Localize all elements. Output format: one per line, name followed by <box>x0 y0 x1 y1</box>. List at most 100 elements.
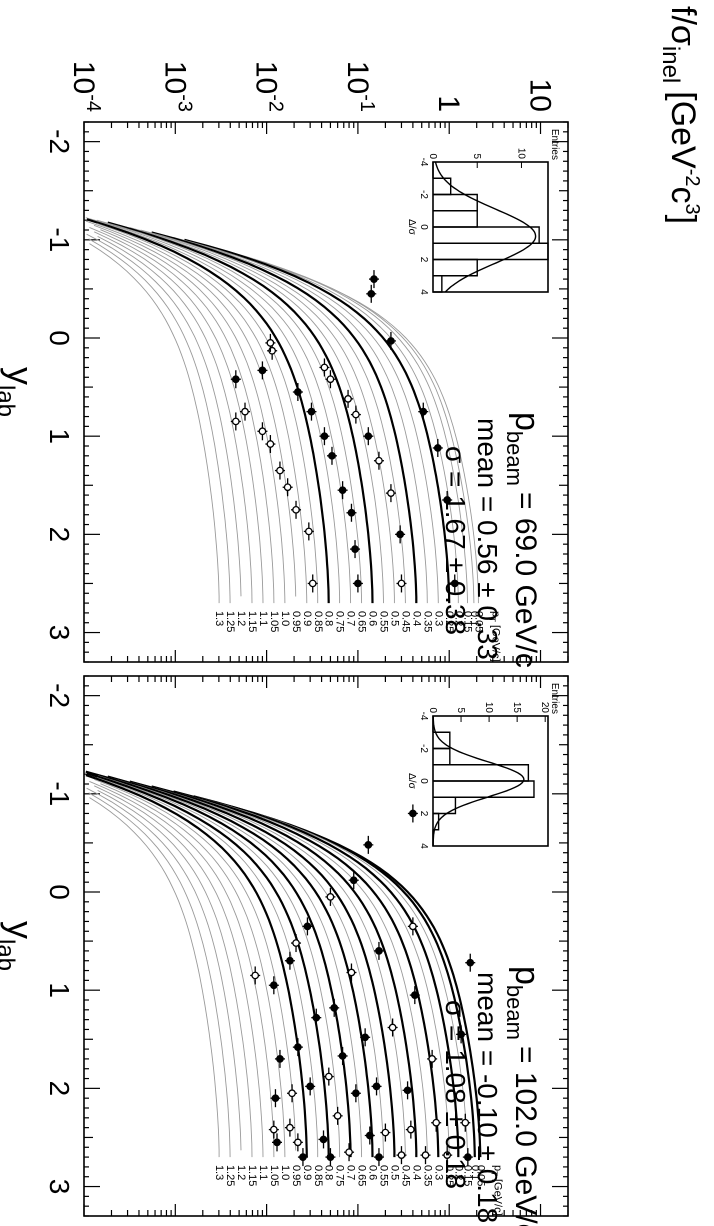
data-point-open <box>428 1055 436 1063</box>
data-point <box>273 1138 281 1147</box>
pt-label: 0.2 <box>452 1165 464 1180</box>
data-point <box>457 1030 465 1039</box>
inset-x-tick-label: 4 <box>418 843 429 849</box>
data-point <box>294 388 302 396</box>
model-curve <box>100 229 286 604</box>
data-point-open <box>241 407 249 416</box>
model-curve <box>94 231 264 604</box>
y-tick-base: 10 <box>250 61 283 94</box>
model-curve <box>96 223 319 604</box>
beam-value: = 69.0 GeV/c <box>509 492 542 668</box>
model-curve <box>129 227 395 604</box>
data-point <box>387 337 395 345</box>
y-tick-exponent: -2 <box>265 94 287 112</box>
data-point-open <box>320 363 329 372</box>
data-point <box>303 922 312 931</box>
data-point-open <box>406 1125 415 1134</box>
pt-label: 1.05 <box>268 1165 280 1186</box>
model-curve <box>86 233 242 597</box>
data-point-open <box>409 922 417 931</box>
x-axis-title-main: y <box>0 367 41 385</box>
x-tick-label: 1 <box>44 428 75 444</box>
data-point <box>375 1153 383 1161</box>
x-axis-title: ylab <box>0 921 41 971</box>
y-tick-label: 10-1 <box>341 61 378 112</box>
pt-label: 0.75 <box>334 1165 346 1186</box>
model-curve <box>96 777 319 1158</box>
data-point-open <box>266 339 275 347</box>
sigma-label: σ = 1.67 ± 0.38 <box>440 446 471 635</box>
pt-label: 0.85 <box>312 1165 324 1186</box>
x-tick-label: -2 <box>44 129 75 154</box>
data-point <box>328 451 336 460</box>
data-point-open <box>266 440 275 448</box>
data-point <box>450 579 459 588</box>
pt-label: 0.95 <box>290 1165 302 1186</box>
model-curve <box>89 226 275 604</box>
pt-label: 1.25 <box>224 611 236 632</box>
pt-label: 0.3 <box>432 1165 444 1180</box>
data-point <box>258 366 267 375</box>
data-point-open <box>352 410 360 419</box>
pt-label: 1.0 <box>279 1165 291 1180</box>
model-curve <box>140 783 406 1158</box>
model-curve <box>97 236 253 604</box>
model-curve-bold <box>184 238 451 604</box>
beam-symbol: p <box>508 966 546 985</box>
model-curve-bold <box>86 772 330 1158</box>
inset-y-tick-label: 5 <box>455 707 466 713</box>
data-point-open <box>304 527 313 536</box>
pt-label: 1.2 <box>235 611 247 626</box>
data-point <box>466 958 475 967</box>
inset-x-tick-label: -2 <box>418 744 429 753</box>
model-curve <box>85 220 308 604</box>
y-tick-base: 10 <box>67 61 100 94</box>
data-point <box>396 530 404 539</box>
model-curve <box>94 785 264 1158</box>
data-point <box>320 432 329 441</box>
model-curve <box>184 793 450 1158</box>
y-tick-base: 10 <box>341 61 374 94</box>
pt-label: 0.25 <box>443 611 455 632</box>
pt-symbol: p <box>489 611 501 617</box>
model-curve <box>118 778 384 1158</box>
pt-label: 0.35 <box>421 611 433 632</box>
data-point <box>367 289 376 298</box>
x-tick-label: 2 <box>44 527 75 543</box>
model-curve-bold <box>209 800 476 1158</box>
model-curve-bold <box>129 780 396 1158</box>
pt-label: 0.45 <box>399 611 411 632</box>
pt-label: 0.15 <box>461 1165 473 1186</box>
mean-label: mean = -0.10 ± 0.18 <box>472 972 503 1223</box>
data-point <box>349 876 358 885</box>
pt-label: 0.6 <box>367 611 379 626</box>
x-tick-label: 2 <box>44 1081 75 1097</box>
data-point <box>443 496 452 504</box>
inset-y-tick-label: 15 <box>511 702 522 714</box>
data-point-open <box>292 939 300 947</box>
y-tick-label: 10-2 <box>250 61 287 112</box>
inset-x-tick-label: 2 <box>418 811 429 817</box>
inset-title: Entries <box>549 683 560 714</box>
pt-label: 0.4 <box>410 611 422 626</box>
data-point <box>365 1131 374 1140</box>
y-tick-base: 1 <box>432 95 465 112</box>
pt-label: 0.05 <box>472 611 484 632</box>
data-point-open <box>461 1118 470 1127</box>
model-curve <box>89 780 275 1158</box>
pt-label: 0.15 <box>461 611 473 632</box>
data-point <box>410 991 419 999</box>
model-curve <box>96 219 363 604</box>
data-point <box>326 1153 335 1161</box>
pt-label: 0.95 <box>290 611 302 632</box>
inset-y-tick-label: 5 <box>471 153 482 159</box>
y-tick-label: 10 <box>524 79 557 112</box>
x-tick-label: 1 <box>44 982 75 998</box>
y-tick-base: 10 <box>524 79 557 112</box>
model-curve-bold <box>151 231 418 604</box>
beam-momentum-label: pbeam = 69.0 GeV/c <box>502 412 546 668</box>
y-tick-label: 10-4 <box>67 61 104 112</box>
data-point-open <box>387 489 395 497</box>
model-curve <box>93 224 297 597</box>
plot-frame <box>83 675 569 1217</box>
